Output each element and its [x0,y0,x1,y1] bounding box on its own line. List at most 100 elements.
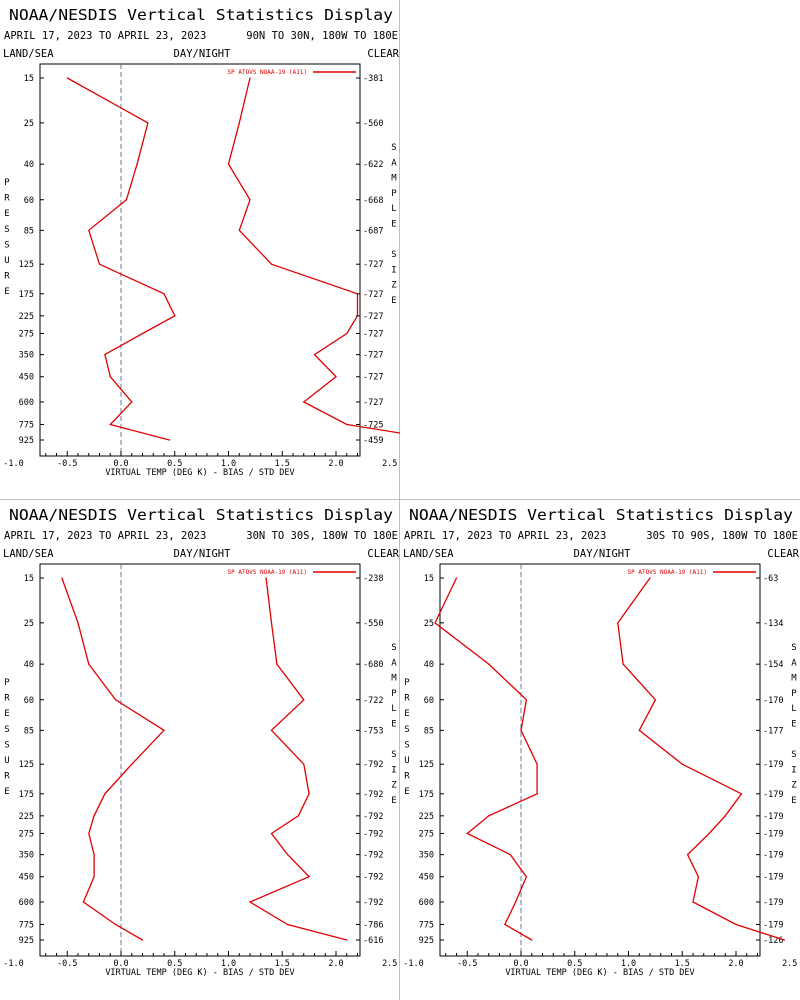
y-tick-label: 25 [424,619,434,629]
bias-data-point [115,923,117,926]
pressure-letter: P [404,678,410,688]
sample-size-letter: Z [391,281,397,291]
sample-size-value: -170 [763,696,783,706]
std_dev-data-point [697,876,699,878]
std_dev-data-point [227,163,230,165]
sample-size-letter: S [391,750,396,760]
sample-size-value: -792 [363,812,383,822]
day-night-label: DAY/NIGHT [574,548,632,560]
legend-label: SP ATOVS NOAA-19 (A11) [228,69,307,76]
pressure-letter: U [404,756,409,766]
bias-data-point [125,199,127,201]
x-tick-label: 2.0 [328,959,343,969]
bias-data-point [147,122,149,124]
sample-size-value: -177 [763,726,783,736]
chart-title: NOAA/NESDIS Vertical Statistics Display [409,506,793,524]
x-tick-label: 2.0 [328,459,343,469]
sample-size-letter: E [791,796,796,806]
region-label: 30S TO 90S, 180W TO 180E [646,530,798,542]
pressure-letter: S [4,725,9,735]
bias-data-point [455,577,458,579]
pressure-letter: R [404,772,410,782]
y-tick-label: 925 [419,936,434,946]
x-tick-label: 1.5 [275,459,290,469]
bias-series-line [61,577,166,941]
sample-size-value: -179 [763,873,783,883]
date-range: APRIL 17, 2023 TO APRIL 23, 2023 [4,530,206,542]
x-axis-label: VIRTUAL TEMP (DEG K) - BIAS / STD DEV [505,968,694,978]
std_dev-data-point [270,263,273,265]
sample-size-value: -179 [763,760,783,770]
sample-size-letter: P [391,189,397,199]
bias-data-point [88,832,90,835]
y-tick-label: 600 [419,898,434,908]
sample-size-value: -179 [763,790,783,800]
pressure-letter: R [4,694,10,704]
std_dev-data-point [303,763,305,765]
std_dev-data-point [308,793,310,795]
std_dev-data-point [649,577,651,579]
legend-label: SP ATOVS NOAA-19 (A11) [628,569,707,576]
pressure-letter: U [4,256,9,266]
bias-data-point [515,901,517,903]
pressure-letter: E [4,209,9,219]
sample-size-value: -126 [763,936,783,946]
y-tick-label: 125 [19,760,34,770]
sample-size-letter: S [791,643,796,653]
std_dev-data-point [783,939,785,941]
y-tick-label: 15 [24,574,34,584]
y-tick-label: 775 [19,420,34,430]
sample-size-value: -727 [363,260,383,270]
sample-size-letter: P [391,689,397,699]
stats-panel-south: NOAA/NESDIS Vertical Statistics Display A… [400,500,800,1000]
y-tick-label: 600 [19,898,34,908]
sample-size-letter: L [791,704,796,714]
std_dev-data-point [724,815,726,817]
sample-size-letter: E [391,220,396,230]
std_dev-data-point [335,376,337,378]
bias-data-point [77,622,79,624]
bias-data-point [536,793,538,795]
bias-data-point [136,163,138,165]
sample-size-letter: E [391,796,396,806]
std_dev-series-line [248,577,347,941]
sample-size-value: -381 [363,74,383,84]
sample-size-value: -550 [363,619,383,629]
date-range: APRIL 17, 2023 TO APRIL 23, 2023 [404,530,606,542]
sample-size-value: -753 [363,726,383,736]
pressure-letter: R [4,194,10,204]
sample-size-value: -792 [363,898,383,908]
x-tick-label: -0.5 [457,959,477,969]
region-label: 30N TO 30S, 180W TO 180E [246,530,398,542]
sample-size-value: -727 [363,373,383,383]
sample-size-value: -63 [763,574,778,584]
y-tick-label: 125 [19,260,34,270]
std_dev-data-point [638,729,640,731]
sample-size-letter: S [391,643,396,653]
stats-panel-north: NOAA/NESDIS Vertical Statistics Display A… [0,0,400,500]
sample-size-value: -725 [363,420,383,430]
sample-size-value: -792 [363,851,383,861]
sample-size-letter: L [391,704,396,714]
bias-series-line [66,77,176,441]
sample-size-letter: Z [391,781,397,791]
pressure-letter: R [404,694,410,704]
sample-size-letter: A [791,658,797,668]
y-tick-label: 350 [19,351,34,361]
std_dev-data-point [654,699,656,701]
bias-data-point [174,315,176,317]
std_dev-data-point [617,622,619,624]
bias-data-point [104,354,106,356]
bias-data-point [98,263,101,265]
bias-data-point [109,376,111,378]
y-tick-label: 125 [419,760,434,770]
sample-size-letter: L [391,204,396,214]
x-tick-label: -1.0 [403,959,423,969]
std_dev-data-point [622,663,624,665]
sample-size-letter: E [391,720,396,730]
bias-data-point [131,763,133,765]
std_dev-data-point [356,315,359,317]
sample-size-value: -792 [363,873,383,883]
bias-data-point [520,729,522,731]
sample-size-value: -668 [363,196,383,206]
